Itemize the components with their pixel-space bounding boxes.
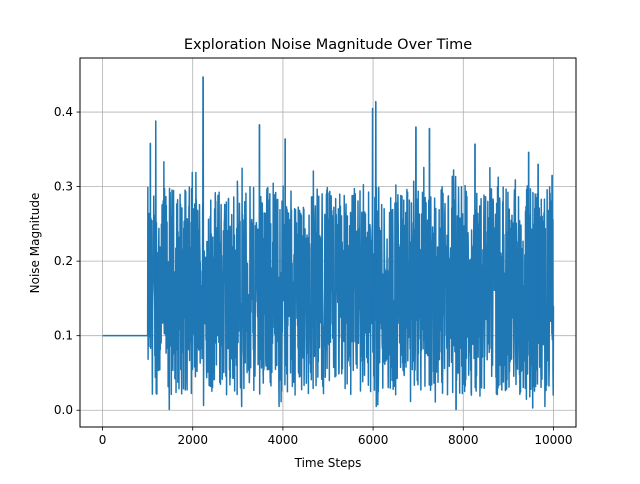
y-tick-label: 0.4	[54, 105, 73, 119]
axes-frame	[79, 57, 577, 428]
x-tick-label: 8000	[448, 433, 479, 447]
x-tick-label: 10000	[534, 433, 572, 447]
series-line-noise	[146, 76, 555, 411]
chart-title: Exploration Noise Magnitude Over Time	[184, 37, 472, 53]
ticks: 0 2000 4000 6000 8000 10000 0.0 0.1 0.2 0.3 0.4	[54, 105, 573, 447]
y-axis-label: Noise Magnitude	[28, 193, 42, 294]
y-tick-label: 0.1	[54, 329, 73, 343]
y-tick-label: 0.2	[54, 254, 73, 268]
x-tick-label: 6000	[358, 433, 389, 447]
x-tick-label: 4000	[268, 433, 299, 447]
x-axis-label: Time Steps	[294, 456, 362, 470]
x-tick-label: 0	[99, 433, 107, 447]
y-tick-label: 0.3	[54, 180, 73, 194]
y-tick-label: 0.0	[54, 403, 73, 417]
x-tick-label: 2000	[177, 433, 208, 447]
plot-area	[102, 76, 555, 411]
